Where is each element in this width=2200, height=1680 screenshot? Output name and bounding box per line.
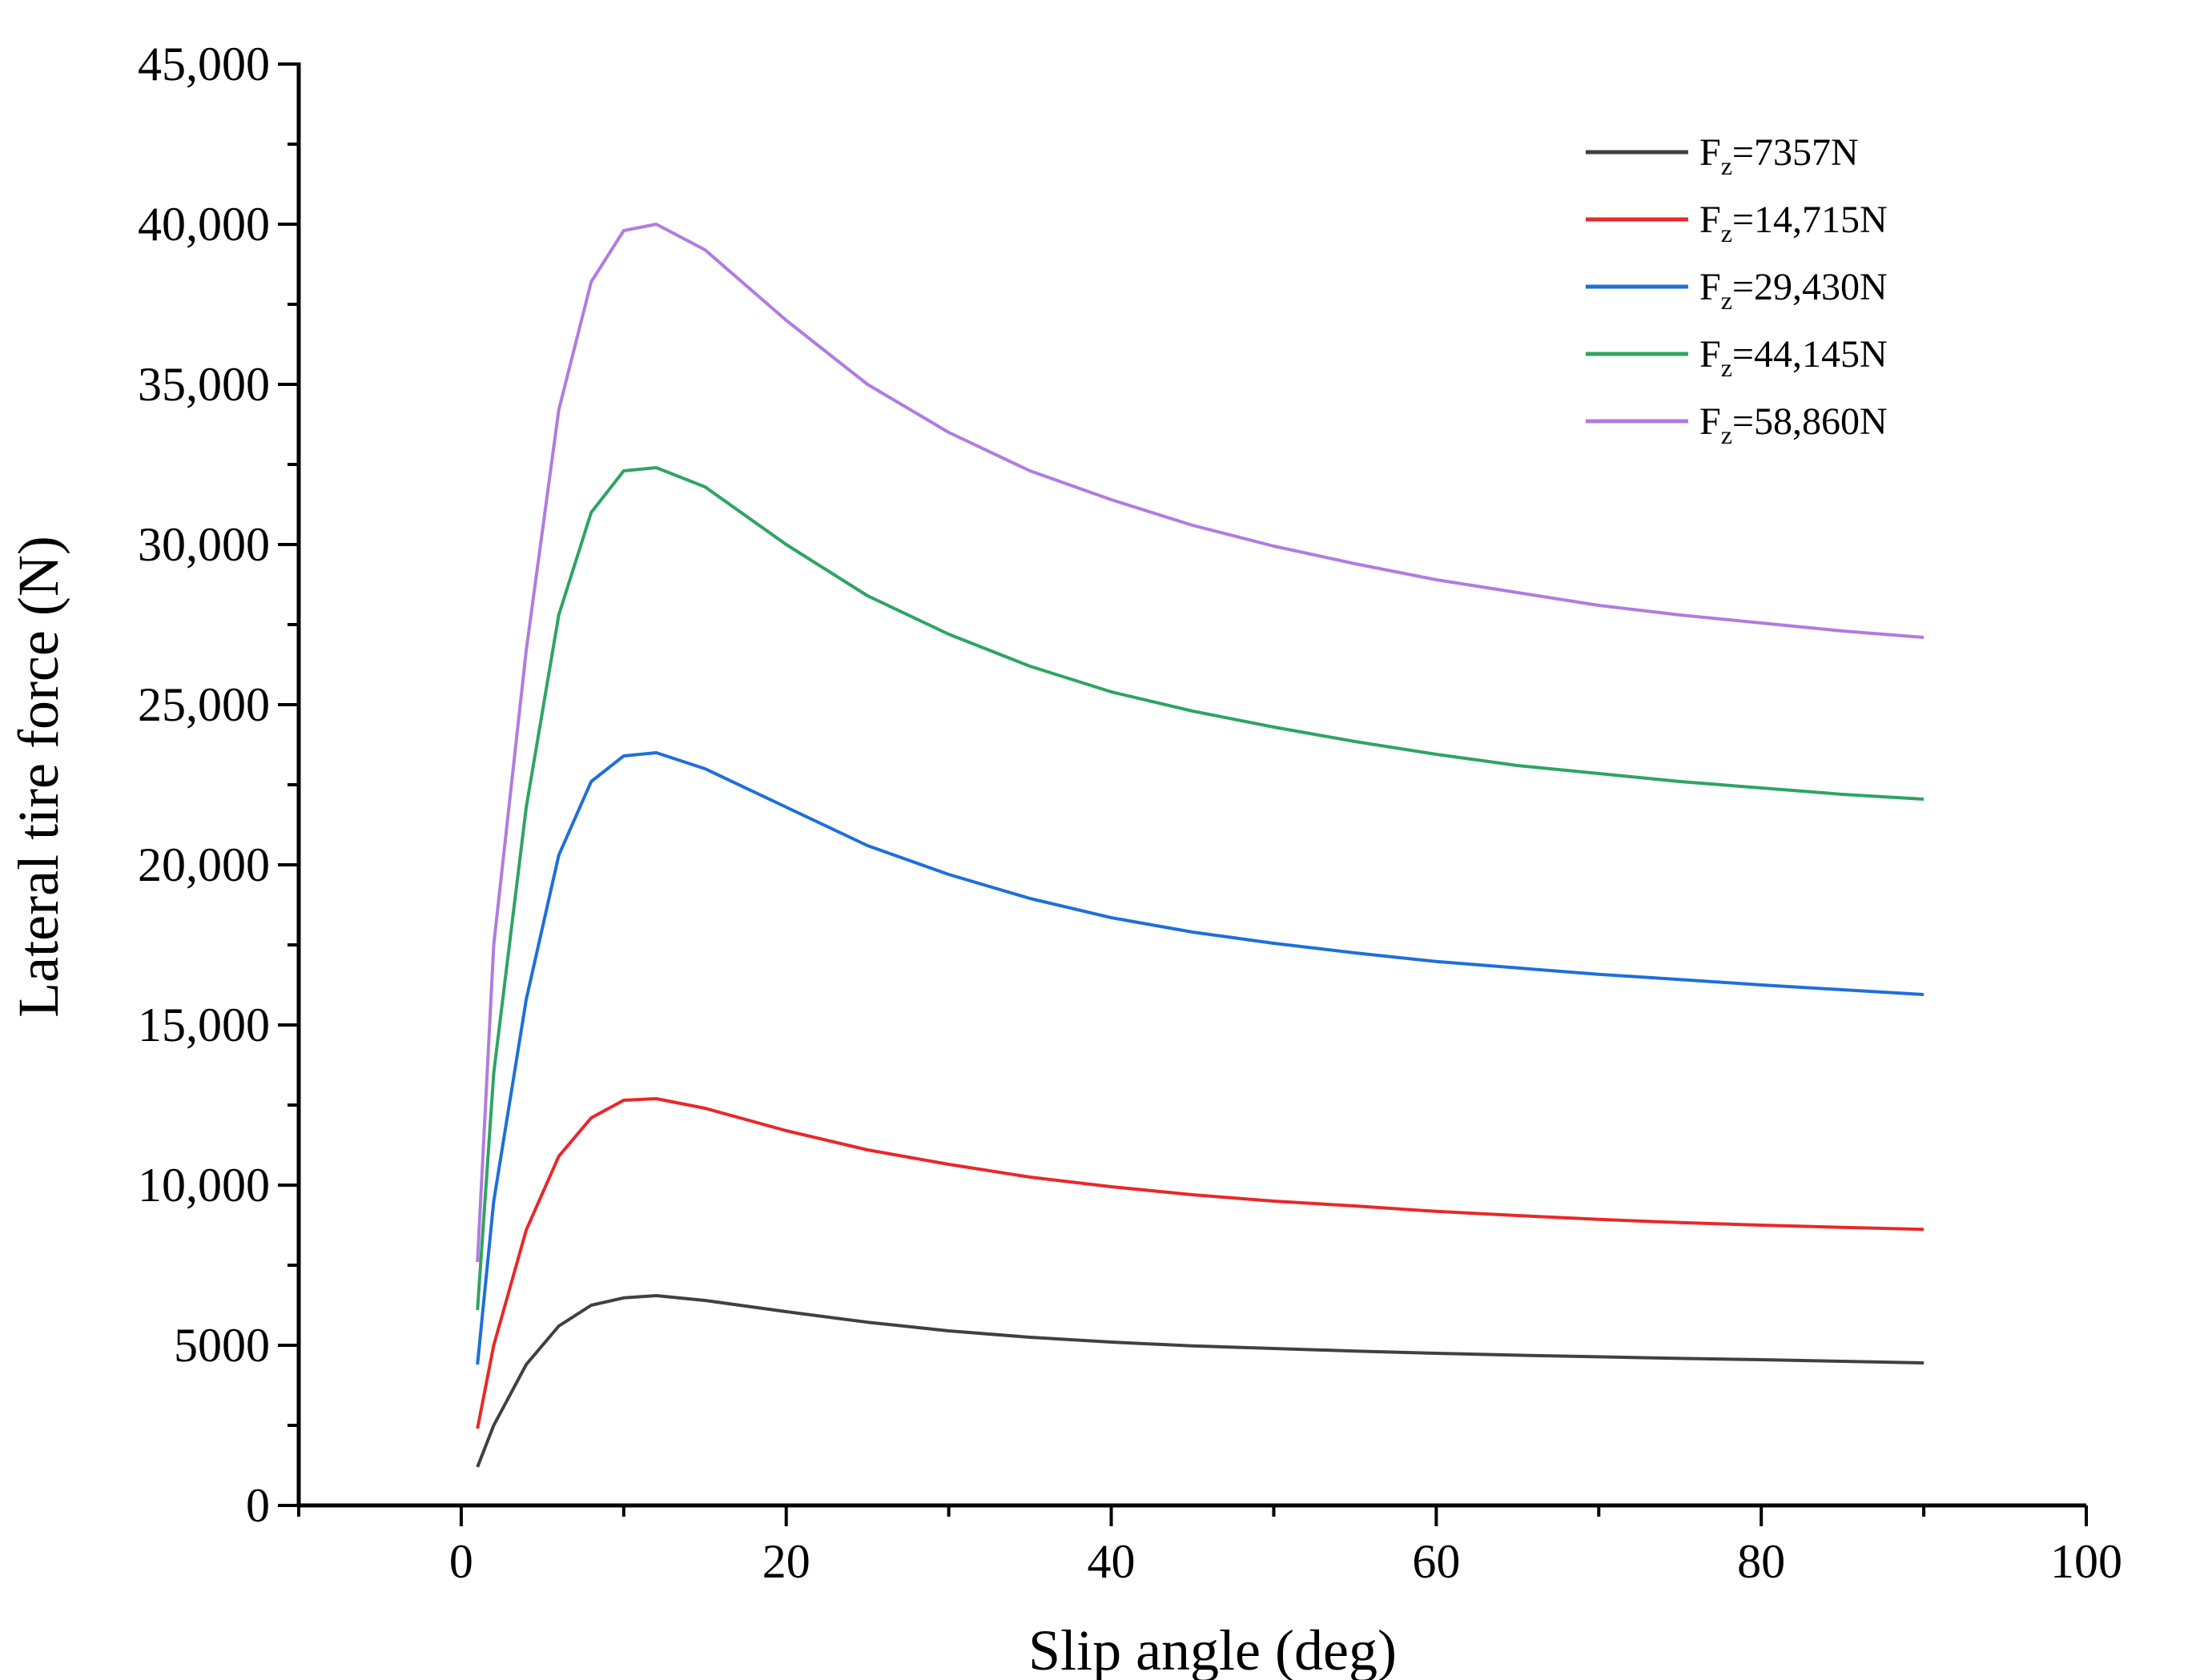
x-tick-label: 100 bbox=[2050, 1535, 2122, 1588]
series-line bbox=[476, 223, 1924, 1263]
x-ticks: 0 20 40 60 80 100 bbox=[297, 1505, 2122, 1588]
legend-entry: Fz=44,145N bbox=[1699, 333, 1888, 382]
x-tick-label: 20 bbox=[762, 1535, 810, 1588]
x-tick-label: 80 bbox=[1737, 1535, 1785, 1588]
y-tick-label: 20,000 bbox=[138, 838, 270, 891]
y-tick-label: 10,000 bbox=[138, 1159, 270, 1212]
legend-entry: Fz=14,715N bbox=[1699, 199, 1888, 247]
y-tick-label: 5000 bbox=[174, 1319, 270, 1372]
y-ticks: 0 5000 10,000 15,000 20,000 25,000 30,000 35,00… bbox=[138, 38, 299, 1532]
y-tick-label: 30,000 bbox=[138, 518, 270, 571]
series-line bbox=[476, 1294, 1924, 1468]
y-axis-title: Lateral tire force (N) bbox=[6, 536, 70, 1018]
x-tick-label: 40 bbox=[1088, 1535, 1136, 1588]
legend-entry: Fz=29,430N bbox=[1699, 266, 1888, 315]
legend-entry: Fz=7357N bbox=[1699, 131, 1859, 180]
y-tick-label: 45,000 bbox=[138, 38, 270, 90]
legend: Fz=7357N Fz=14,715N Fz=29,430N Fz=44,145N Fz… bbox=[1586, 131, 1888, 449]
x-tick-label: 0 bbox=[449, 1535, 473, 1588]
x-axis: 0 20 40 60 80 100 bbox=[297, 1503, 2122, 1588]
legend-entry: Fz=58,860N bbox=[1699, 400, 1888, 449]
y-tick-label: 25,000 bbox=[138, 678, 270, 731]
y-axis: 0 5000 10,000 15,000 20,000 25,000 30,000 35,00… bbox=[138, 38, 301, 1532]
series-lines bbox=[476, 223, 1924, 1468]
series-line bbox=[476, 1097, 1924, 1429]
y-tick-label: 15,000 bbox=[138, 999, 270, 1051]
y-tick-label: 40,000 bbox=[138, 198, 270, 251]
y-tick-label: 35,000 bbox=[138, 358, 270, 411]
y-tick-label: 0 bbox=[246, 1479, 270, 1532]
x-tick-label: 60 bbox=[1412, 1535, 1460, 1588]
series-line bbox=[476, 466, 1924, 1311]
x-axis-title: Slip angle (deg) bbox=[1028, 1618, 1397, 1680]
series-line bbox=[476, 751, 1924, 1365]
